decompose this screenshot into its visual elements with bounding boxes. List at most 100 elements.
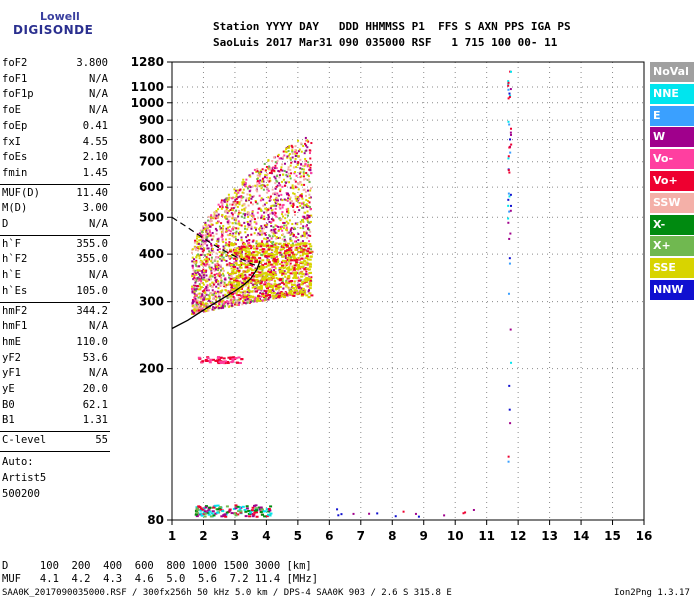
param-key: fxI: [2, 135, 21, 148]
echo-point: [200, 303, 203, 306]
echo-point: [305, 277, 309, 280]
legend-item-x: X+: [650, 236, 694, 257]
param-key: M(D): [2, 202, 28, 215]
echo-point: [243, 290, 247, 293]
echo-point: [210, 303, 213, 306]
echo-point: [306, 217, 309, 220]
echo-point: [244, 510, 248, 513]
echo-point: [194, 308, 197, 311]
echo-point: [227, 276, 230, 279]
echo-point: [297, 155, 300, 158]
echo-point: [237, 220, 240, 223]
echo-point: [301, 240, 304, 243]
echo-point: [235, 279, 239, 282]
echo-point: [262, 279, 266, 282]
echo-point: [250, 278, 254, 281]
param-key: D: [2, 218, 9, 230]
echo-point: [218, 266, 221, 269]
echo-point: [273, 228, 276, 231]
echo-point: [270, 205, 273, 208]
echo-point: [298, 243, 302, 246]
echo-point: [192, 287, 195, 290]
echo-point: [306, 263, 309, 266]
echo-point: [226, 360, 230, 363]
param-row-foep: foEp 0.41: [2, 120, 108, 134]
echo-point: [272, 240, 275, 243]
echo-point: [196, 301, 199, 304]
echo-point: [251, 300, 254, 303]
echo-point: [231, 217, 234, 220]
echo-point: [268, 244, 271, 247]
echo-point: [289, 237, 292, 240]
echo-point: [197, 296, 200, 299]
echo-point: [192, 269, 195, 272]
echo-point: [202, 274, 205, 277]
echo-point: [293, 264, 297, 267]
echo-point: [263, 237, 266, 240]
echo-point: [193, 245, 196, 248]
echo-point: [296, 223, 299, 226]
param-key: MUF(D): [2, 186, 40, 199]
echo-point: [228, 291, 232, 294]
echo-point: [298, 283, 301, 286]
echo-point: [211, 301, 214, 304]
echo-point: [266, 255, 270, 258]
echo-point: [213, 259, 216, 262]
echo-point: [270, 255, 274, 258]
echo-point: [289, 200, 292, 203]
echo-point: [292, 228, 295, 231]
echo-point: [307, 247, 311, 250]
echo-point: [234, 198, 237, 201]
echo-point: [249, 220, 252, 223]
echo-point: [225, 249, 228, 252]
echo-point: [256, 190, 259, 193]
echo-point: [306, 219, 309, 222]
echo-point: [291, 205, 294, 208]
echo-point: [231, 213, 234, 216]
echo-point: [246, 298, 249, 301]
echo-point: [243, 280, 247, 283]
echo-point: [263, 283, 267, 286]
echo-point: [202, 278, 205, 281]
echo-point: [244, 292, 247, 295]
echo-point: [295, 174, 298, 177]
echo-point: [248, 515, 252, 518]
echo-point: [209, 274, 212, 277]
echo-point: [220, 253, 223, 256]
echo-point: [208, 278, 211, 281]
echo-point: [302, 244, 306, 247]
echo-point: [245, 197, 248, 200]
echo-point: [296, 279, 299, 282]
echo-point: [234, 250, 238, 253]
echo-point: [249, 194, 252, 197]
echo-point: [258, 257, 262, 260]
echo-point: [228, 203, 231, 206]
echo-point: [270, 244, 274, 247]
echo-point: [274, 285, 278, 288]
echo-point: [260, 225, 263, 228]
echo-point: [232, 305, 235, 308]
echo-point: [199, 260, 202, 263]
echo-point: [227, 296, 230, 299]
echo-point: [231, 244, 235, 247]
echo-point: [257, 295, 261, 298]
echo-point: [204, 512, 208, 515]
echo-point: [229, 299, 232, 302]
d-muf-row-distance: D 100 200 400 600 800 1000 1500 3000 [km…: [2, 560, 312, 572]
echo-point: [300, 241, 303, 244]
echo-point: [308, 258, 312, 261]
echo-point: [285, 148, 288, 151]
echo-point: [225, 243, 228, 246]
echo-point: [267, 196, 270, 199]
echo-point: [242, 181, 245, 184]
echo-point: [510, 70, 513, 73]
echo-point: [246, 293, 249, 296]
echo-point: [298, 265, 301, 268]
echo-point: [207, 235, 210, 238]
echo-point: [258, 233, 261, 236]
echo-point: [300, 193, 303, 196]
echo-point: [236, 361, 240, 364]
echo-point: [294, 160, 297, 163]
echo-point: [252, 251, 256, 254]
x-tick-label: 8: [388, 529, 396, 543]
